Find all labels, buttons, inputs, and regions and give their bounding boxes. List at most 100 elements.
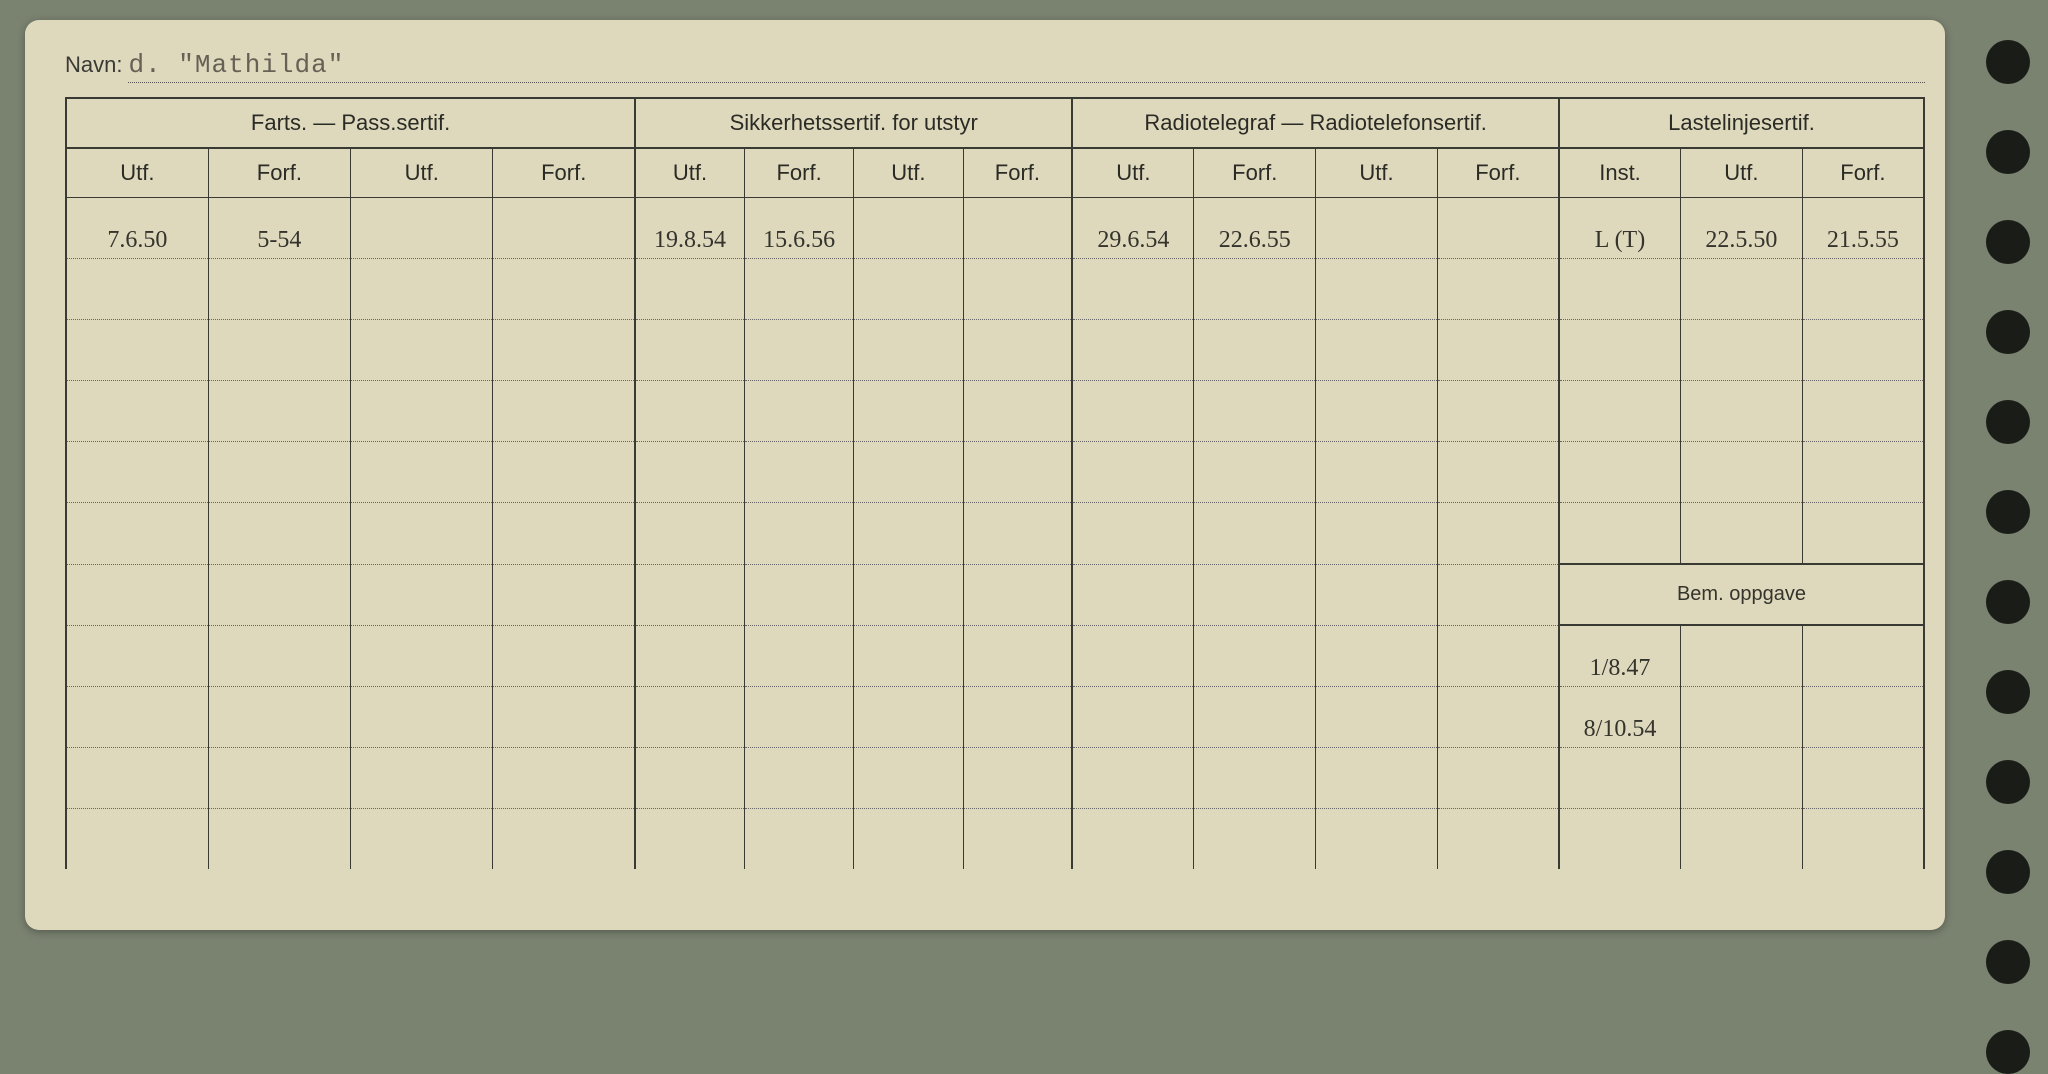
- cell: [635, 625, 744, 687]
- col-forf: Forf.: [963, 148, 1072, 198]
- cell: [66, 687, 208, 748]
- cell: [1437, 442, 1559, 503]
- cell: [744, 381, 853, 442]
- cell: [963, 564, 1072, 625]
- cell: [1194, 503, 1316, 565]
- cell: [351, 809, 493, 870]
- cell: [1681, 503, 1803, 565]
- group-laste: Lastelinjesertif.: [1559, 98, 1924, 148]
- cell: [635, 381, 744, 442]
- cell: [1316, 259, 1438, 320]
- cell: [744, 564, 853, 625]
- cell: [1316, 503, 1438, 565]
- cell: 22.5.50: [1681, 198, 1803, 259]
- cell: [493, 625, 635, 687]
- col-utf: Utf.: [635, 148, 744, 198]
- cell: [351, 625, 493, 687]
- binding-hole: [1986, 940, 2030, 984]
- cell: [635, 809, 744, 870]
- cell: [66, 503, 208, 565]
- cell: [1194, 259, 1316, 320]
- cell: [66, 809, 208, 870]
- cell: [1681, 381, 1803, 442]
- cell: [1437, 748, 1559, 809]
- cell: [1437, 809, 1559, 870]
- cell: [635, 687, 744, 748]
- binding-hole: [1986, 400, 2030, 444]
- cell: [66, 564, 208, 625]
- cell: [1194, 687, 1316, 748]
- cell: [1437, 687, 1559, 748]
- bem-cell: 1/8.47: [1559, 625, 1681, 687]
- cell: [493, 442, 635, 503]
- cell: [493, 198, 635, 259]
- table-row: [66, 381, 1924, 442]
- cell: [635, 748, 744, 809]
- bem-cell: [1681, 687, 1803, 748]
- cell: [963, 809, 1072, 870]
- index-card: Navn: d. "Mathilda" Farts. — Pass.sertif…: [25, 20, 1945, 930]
- cell: 5-54: [208, 198, 350, 259]
- cell: [854, 259, 963, 320]
- cell: 7.6.50: [66, 198, 208, 259]
- cell: 15.6.56: [744, 198, 853, 259]
- binding-hole: [1986, 310, 2030, 354]
- bem-cell: [1802, 809, 1924, 870]
- cell: [1437, 564, 1559, 625]
- col-forf: Forf.: [744, 148, 853, 198]
- bem-cell: [1681, 748, 1803, 809]
- cell: [493, 687, 635, 748]
- binding-hole: [1986, 220, 2030, 264]
- col-utf: Utf.: [1072, 148, 1194, 198]
- cell: [1072, 564, 1194, 625]
- cell: [854, 320, 963, 381]
- cell: [208, 259, 350, 320]
- cell: [744, 259, 853, 320]
- cell: [208, 320, 350, 381]
- cell: [208, 625, 350, 687]
- cell: [351, 748, 493, 809]
- cell: [1072, 625, 1194, 687]
- binding-hole: [1986, 670, 2030, 714]
- cell: [1194, 625, 1316, 687]
- cell: 22.6.55: [1194, 198, 1316, 259]
- table-row: [66, 259, 1924, 320]
- cell: [744, 625, 853, 687]
- bem-cell: [1559, 809, 1681, 870]
- table-row: [66, 503, 1924, 565]
- cell: [208, 687, 350, 748]
- cell: [854, 687, 963, 748]
- cell: [1316, 809, 1438, 870]
- col-forf: Forf.: [1194, 148, 1316, 198]
- cell: [1072, 687, 1194, 748]
- cell: [854, 198, 963, 259]
- navn-label: Navn:: [65, 52, 122, 78]
- col-forf: Forf.: [208, 148, 350, 198]
- cell: [1194, 564, 1316, 625]
- cell: [1072, 320, 1194, 381]
- cell: [1316, 687, 1438, 748]
- cell: [351, 442, 493, 503]
- table-row: 1/8.47: [66, 625, 1924, 687]
- cell: [66, 259, 208, 320]
- col-inst: Inst.: [1559, 148, 1681, 198]
- bem-oppgave-header: Bem. oppgave: [1559, 564, 1924, 625]
- binding-hole: [1986, 1030, 2030, 1074]
- cell: [854, 381, 963, 442]
- cell: [1437, 503, 1559, 565]
- cell: [1072, 503, 1194, 565]
- cell: [635, 259, 744, 320]
- cell: [1437, 198, 1559, 259]
- cell: [208, 503, 350, 565]
- cell: [744, 809, 853, 870]
- cell: [1316, 625, 1438, 687]
- cell: [1802, 320, 1924, 381]
- cell: [351, 564, 493, 625]
- group-header-row: Farts. — Pass.sertif. Sikkerhetssertif. …: [66, 98, 1924, 148]
- col-utf: Utf.: [1681, 148, 1803, 198]
- table-row: 7.6.505-5419.8.5415.6.5629.6.5422.6.55L …: [66, 198, 1924, 259]
- bem-cell: 8/10.54: [1559, 687, 1681, 748]
- cell: [1072, 259, 1194, 320]
- cell: [493, 381, 635, 442]
- bem-header-row: Bem. oppgave: [66, 564, 1924, 625]
